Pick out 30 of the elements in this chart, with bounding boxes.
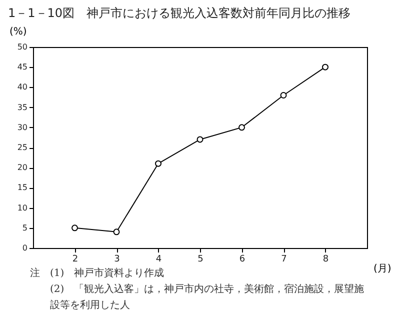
y-tick-label: 0 (22, 244, 28, 252)
x-tick-label: 8 (322, 254, 329, 264)
x-axis-title: (月) (374, 264, 392, 274)
y-tick-label: 35 (17, 102, 28, 112)
point (72, 224, 78, 232)
point (322, 64, 328, 70)
y-tick-label: 20 (17, 163, 28, 172)
y-tick-label: 30 (17, 122, 28, 132)
point (280, 92, 287, 98)
x-tick-label: 6 (239, 254, 246, 264)
point (155, 160, 162, 167)
y-tick-label: 15 (17, 183, 28, 192)
chart-title: 1－1－10図 神戸市における観光入込客数対前年同月比の推移 (8, 5, 351, 22)
x-tick-label: 5 (198, 254, 204, 264)
point (196, 136, 204, 143)
y-tick-label: 45 (17, 62, 28, 72)
x-tick-label: 4 (156, 254, 162, 264)
x-tick-label: 2 (72, 254, 78, 264)
y-axis-title: (%) (10, 26, 27, 38)
text: 注 (1) 神戸市資料より作成 (30, 266, 166, 281)
y-tick-label: 25 (17, 143, 28, 152)
y-tick-label: 40 (17, 82, 28, 92)
point (238, 124, 245, 131)
point (113, 228, 120, 236)
x-tick-label: 3 (114, 254, 120, 264)
x-tick-label: 7 (281, 254, 287, 264)
y-tick-label: 5 (22, 223, 28, 232)
text: (2) 「観光入込客」は，神戸市内の社寺，美術館，宿泊施設，展望施設等を利用した人 (49, 282, 365, 313)
y-tick-label: 50 (17, 42, 28, 52)
y-tick-label: 10 (17, 203, 28, 212)
